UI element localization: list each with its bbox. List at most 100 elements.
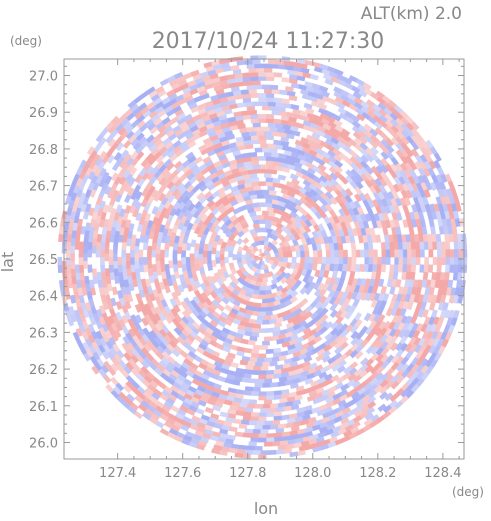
radar-echo-bin bbox=[281, 98, 290, 105]
radar-echo-bin bbox=[204, 406, 214, 414]
radar-echo-bin bbox=[104, 253, 109, 262]
radar-echo-bin bbox=[181, 310, 191, 319]
radar-echo-bin bbox=[271, 152, 280, 158]
radar-echo-bin bbox=[82, 245, 88, 254]
radar-echo-bin bbox=[397, 241, 404, 250]
radar-echo-bin bbox=[458, 249, 464, 258]
radar-echo-bin bbox=[258, 412, 267, 418]
y-tick-label: 26.3 bbox=[29, 326, 58, 341]
radar-echo-bin bbox=[256, 67, 265, 73]
radar-echo-bin bbox=[267, 101, 277, 107]
radar-echo-bin bbox=[397, 264, 404, 273]
radar-echo-bin bbox=[247, 339, 256, 346]
radar-echo-bin bbox=[286, 90, 296, 97]
radar-echo-bin bbox=[458, 256, 464, 266]
radar-echo-bin bbox=[215, 250, 221, 258]
radar-echo-bin bbox=[183, 113, 193, 122]
radar-echo-bin bbox=[151, 242, 157, 251]
radar-echo-bin bbox=[258, 311, 267, 317]
radar-echo-bin bbox=[278, 251, 284, 258]
radar-echo-bin bbox=[253, 323, 261, 329]
radar-echo-bin bbox=[219, 411, 229, 418]
radar-echo-bin bbox=[453, 241, 459, 250]
radar-echo-bin bbox=[78, 241, 84, 250]
radar-echo-bin bbox=[277, 423, 287, 430]
radar-echo-bin bbox=[262, 147, 271, 153]
radar-echo-bin bbox=[74, 264, 80, 273]
radar-echo-bin bbox=[267, 407, 277, 413]
radar-echo-bin bbox=[462, 241, 468, 250]
radar-echo-bin bbox=[268, 190, 277, 196]
radar-echo-bin bbox=[74, 241, 80, 250]
radar-echo-bin bbox=[146, 253, 152, 262]
radar-echo-bin bbox=[244, 449, 253, 455]
radar-echo-bin bbox=[242, 237, 250, 245]
radar-echo-bin bbox=[254, 424, 263, 430]
radar-echo-bin bbox=[265, 177, 274, 183]
x-tick-label: 127.4 bbox=[99, 466, 136, 481]
radar-echo-bin bbox=[122, 335, 131, 346]
radar-echo-bin bbox=[402, 264, 408, 273]
y-tick-label: 26.8 bbox=[29, 143, 58, 158]
radar-echo-bin bbox=[263, 193, 272, 200]
radar-echo-bin bbox=[449, 264, 455, 273]
radar-echo-bin bbox=[398, 249, 404, 258]
radar-echo-bin bbox=[58, 225, 65, 235]
radar-echo-bin bbox=[108, 249, 114, 258]
radar-echo-bin bbox=[306, 394, 317, 402]
radar-echo-bin bbox=[263, 151, 272, 157]
radar-echo-bin bbox=[258, 370, 267, 376]
radar-echo-bin bbox=[57, 264, 63, 274]
radar-echo-bin bbox=[317, 163, 327, 172]
radar-echo-bin bbox=[57, 256, 63, 266]
radar-echo-bin bbox=[100, 264, 106, 273]
radar-echo-bin bbox=[295, 250, 302, 258]
radar-echo-bin bbox=[192, 295, 201, 305]
radar-echo-bin bbox=[462, 249, 468, 258]
radar-echo-bin bbox=[206, 250, 212, 258]
radar-echo-bin bbox=[219, 259, 226, 267]
radar-echo-bin bbox=[223, 256, 229, 264]
radar-echo-bin bbox=[351, 256, 357, 265]
radar-echo-bin bbox=[258, 202, 267, 208]
radar-echo-bin bbox=[254, 446, 263, 451]
radar-echo-bin bbox=[334, 249, 340, 258]
radar-echo-bin bbox=[57, 233, 64, 243]
radar-echo-bin bbox=[257, 214, 265, 220]
radar-echo-bin bbox=[447, 279, 454, 289]
radar-echo-bin bbox=[265, 93, 275, 98]
radar-echo-bin bbox=[248, 441, 257, 447]
radar-echo-bin bbox=[269, 105, 279, 111]
radar-echo-bin bbox=[334, 256, 340, 265]
radar-echo-bin bbox=[190, 239, 197, 248]
radar-echo-bin bbox=[419, 249, 425, 258]
radar-echo-bin bbox=[198, 342, 208, 351]
radar-echo-bin bbox=[234, 452, 244, 459]
radar-echo-bin bbox=[135, 293, 143, 303]
radar-echo-bin bbox=[264, 67, 273, 73]
radar-echo-bin bbox=[202, 256, 208, 265]
radar-echo-bin bbox=[219, 157, 229, 165]
radar-echo-bin bbox=[134, 245, 140, 254]
radar-echo-bin bbox=[300, 256, 306, 264]
radar-echo-bin bbox=[423, 264, 429, 273]
radar-echo-bin bbox=[265, 160, 274, 166]
radar-echo-bin bbox=[181, 249, 187, 258]
radar-echo-bin bbox=[250, 391, 259, 397]
radar-echo-bin bbox=[238, 423, 248, 430]
radar-echo-bin bbox=[155, 245, 161, 254]
radar-echo-bin bbox=[142, 256, 148, 265]
radar-echo-bin bbox=[342, 256, 348, 265]
radar-echo-bin bbox=[248, 378, 258, 384]
radar-echo-bin bbox=[432, 241, 438, 250]
radar-echo-bin bbox=[129, 256, 135, 265]
radar-echo-bin bbox=[248, 130, 258, 137]
radar-echo-bin bbox=[121, 241, 127, 250]
radar-echo-bin bbox=[308, 256, 314, 265]
radar-echo-bin bbox=[266, 71, 275, 77]
y-tick-label: 27.0 bbox=[29, 70, 58, 85]
radar-echo-bin bbox=[265, 114, 275, 120]
radar-echo-bin bbox=[270, 263, 278, 271]
y-tick-label: 26.9 bbox=[29, 106, 58, 121]
